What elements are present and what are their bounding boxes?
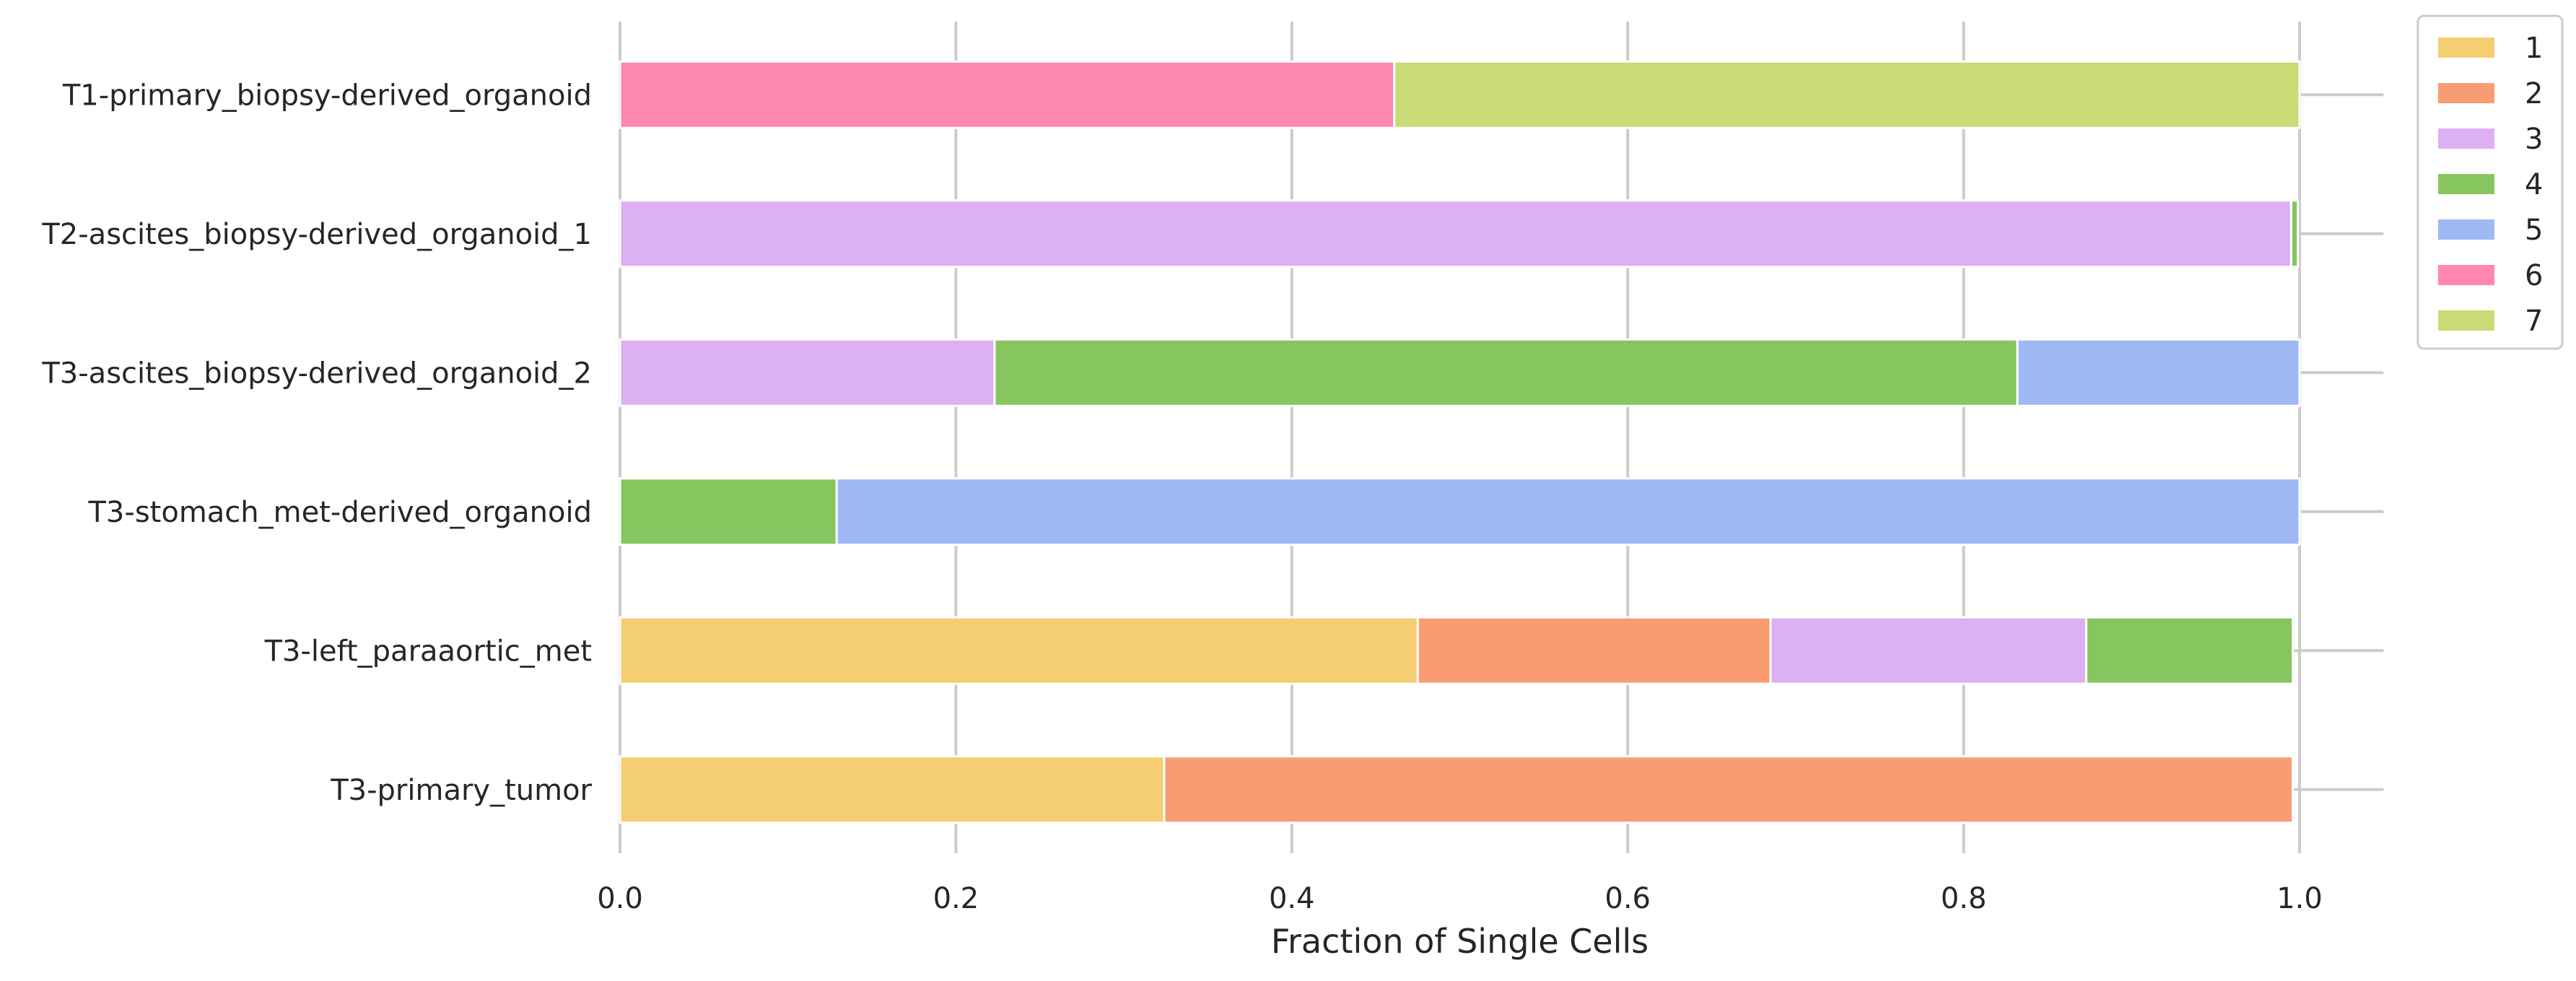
legend-label: 5 (2525, 214, 2543, 247)
bar-segment-1 (619, 616, 1419, 685)
category-labels: T1-primary_biopsy-derived_organoid T2-asc… (41, 79, 592, 807)
legend-label: 2 (2525, 77, 2543, 110)
bar-segment-4 (993, 338, 2019, 407)
legend-label: 1 (2525, 32, 2543, 65)
legend-items: 1 2 3 4 5 6 7 (2438, 32, 2543, 338)
x-tick-label: 1.0 (2276, 882, 2323, 915)
category-label: T2-ascites_biopsy-derived_organoid_1 (41, 218, 592, 251)
legend-swatch-5 (2438, 219, 2494, 240)
legend-label: 6 (2525, 259, 2543, 292)
x-tick-label: 0.6 (1604, 882, 1651, 915)
bars-layer (619, 60, 2301, 824)
bar-segment-3 (619, 338, 996, 407)
category-label: T3-primary_tumor (330, 774, 592, 807)
legend-swatch-4 (2438, 174, 2494, 194)
legend-swatch-1 (2438, 38, 2494, 58)
legend-label: 3 (2525, 123, 2543, 156)
legend-swatch-6 (2438, 265, 2494, 285)
bar-segment-6 (619, 60, 1396, 129)
grid-layer (619, 22, 2384, 853)
legend: 1 2 3 4 5 6 7 (2416, 14, 2564, 350)
bar-segment-4 (2289, 199, 2300, 269)
category-label: T3-stomach_met-derived_organoid (88, 496, 593, 529)
legend-swatch-3 (2438, 128, 2494, 149)
legend-label: 4 (2525, 168, 2543, 201)
x-tick-label: 0.0 (597, 882, 643, 915)
x-axis-title: Fraction of Single Cells (1271, 922, 1649, 961)
x-tick-label: 0.4 (1269, 882, 1315, 915)
bar-segment-4 (2084, 616, 2295, 685)
x-tick-label: 0.2 (933, 882, 979, 915)
bar-segment-3 (1769, 616, 2087, 685)
bar-segment-4 (619, 477, 838, 546)
bar-segment-2 (1163, 755, 2295, 824)
bar-segment-3 (619, 199, 2292, 269)
bar-segment-1 (619, 755, 1166, 824)
bar-segment-7 (1393, 60, 2301, 129)
x-tick-labels: 0.0 0.2 0.4 0.6 0.8 1.0 (597, 882, 2323, 915)
bar-segment-2 (1416, 616, 1772, 685)
x-tick-label: 0.8 (1941, 882, 1987, 915)
legend-swatch-2 (2438, 83, 2494, 103)
category-label: T1-primary_biopsy-derived_organoid (62, 79, 592, 112)
category-label: T3-ascites_biopsy-derived_organoid_2 (41, 357, 592, 390)
legend-swatch-7 (2438, 310, 2494, 331)
category-label: T3-left_paraaortic_met (264, 635, 592, 668)
bar-segment-5 (2016, 338, 2301, 407)
legend-label: 7 (2525, 305, 2543, 338)
bar-segment-5 (835, 477, 2301, 546)
